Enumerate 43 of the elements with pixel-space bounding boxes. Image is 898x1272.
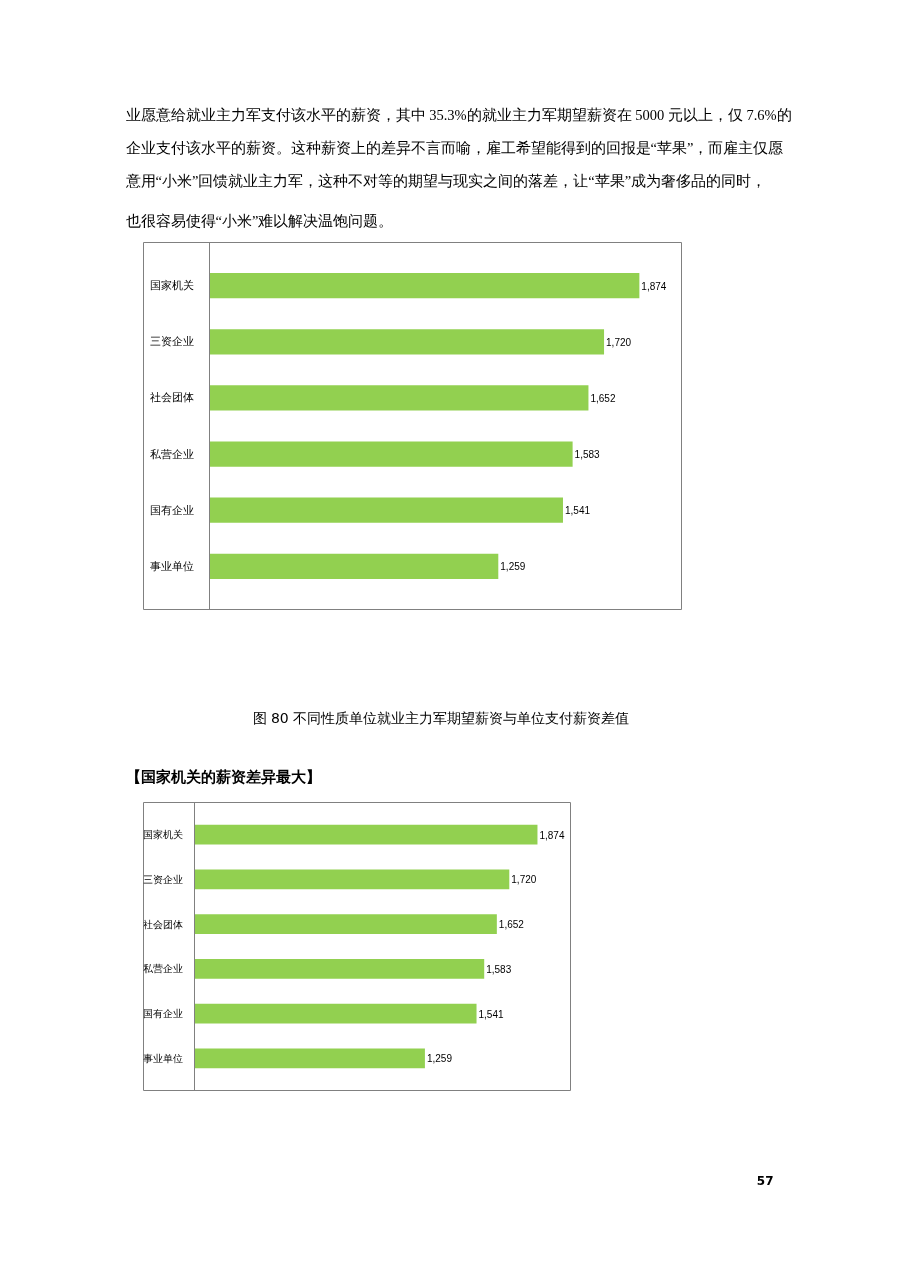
data-label: 1,720 [511,874,537,886]
bar [194,1048,425,1069]
data-label: 1,541 [478,1008,504,1020]
data-label: 1,874 [539,829,565,841]
y-tick-label: 事业单位 [143,1052,184,1064]
y-tick-label: 国家机关 [143,829,184,841]
chart-title: 【国家机关的薪资差异最大】 [125,767,321,786]
bar [209,497,563,523]
data-label: 1,874 [641,280,667,292]
bar [209,441,573,467]
data-label: 1,652 [498,919,525,931]
data-label: 1,583 [574,449,601,461]
data-label: 1,720 [606,336,632,348]
bar [209,329,605,355]
bar [209,273,640,299]
text: 57 [756,1174,774,1188]
y-tick-label: 社会团体 [143,918,184,930]
y-tick-label: 三资企业 [143,873,184,885]
y-tick-label: 私营企业 [143,963,184,975]
data-label: 1,259 [426,1053,453,1065]
text: 企业支付该水平的薪资。这种薪资上的差异不言而喻，雇工希望能得到的回报是“苹果”，而雇主仅愿 [125,140,784,156]
y-tick-label: 社会团体 [150,391,195,405]
data-label: 1,259 [500,561,526,573]
bar [209,385,589,411]
y-tick-label: 私营企业 [150,447,195,461]
data-label: 1,652 [590,392,616,404]
data-label: 1,583 [486,963,512,975]
text: 图 80 不同性质单位就业主力军期望薪资与单位支付薪资差值 [252,710,630,726]
bar [194,824,538,845]
y-tick-label: 事业单位 [150,559,195,573]
data-label: 1,541 [564,505,591,517]
bar [209,553,499,579]
text: 意用“小米”回馈就业主力军，这种不对等的期望与现实之间的落差，让“苹果”成为奢侈品的同时， [124,173,767,189]
bar [194,959,485,979]
y-tick-label: 国有企业 [143,1008,184,1020]
text: 业愿意给就业主力军支付该水平的薪资，其中 35.3%的就业主力军期望薪资在 5000 元以上，仅 7.6%的 [125,107,792,123]
text: 也很容易使得“小米”难以解决温饱问题。 [125,212,394,229]
bar [194,914,497,934]
bar [194,1003,477,1024]
y-tick-label: 国家机关 [150,279,195,293]
y-tick-label: 三资企业 [150,335,195,349]
y-tick-label: 国有企业 [150,503,195,517]
bar [194,869,510,890]
